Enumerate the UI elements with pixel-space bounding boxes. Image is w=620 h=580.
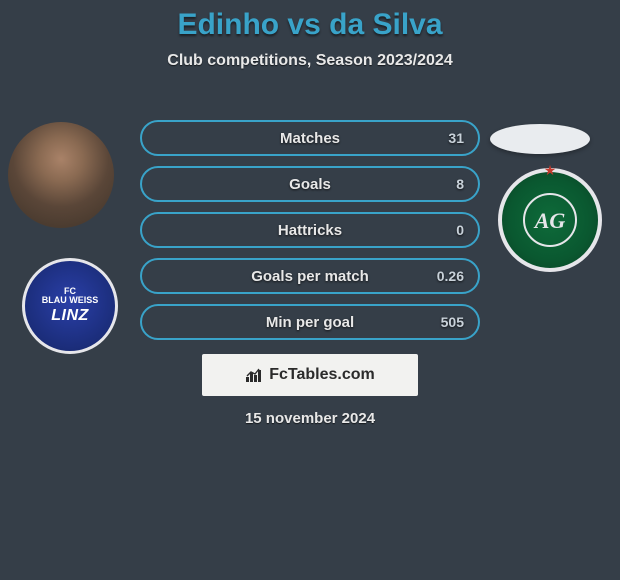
club-badge-left: FC BLAU WEISS LINZ xyxy=(22,258,118,354)
stat-label: Matches xyxy=(280,130,340,147)
stat-label: Goals xyxy=(289,176,331,193)
club-left-line3: LINZ xyxy=(51,307,89,325)
stat-label: Min per goal xyxy=(266,314,354,331)
fctables-attribution[interactable]: FcTables.com xyxy=(202,354,418,396)
player-avatar-left xyxy=(8,122,114,228)
update-date: 15 november 2024 xyxy=(0,410,620,427)
bar-chart-icon xyxy=(245,367,263,383)
svg-text:AG: AG xyxy=(533,208,566,233)
stat-label: Hattricks xyxy=(278,222,342,239)
stat-row-goals-per-match: Goals per match 0.26 xyxy=(140,258,480,294)
stat-value: 505 xyxy=(441,314,464,330)
stat-label: Goals per match xyxy=(251,268,369,285)
stat-value: 0.26 xyxy=(437,268,464,284)
club-left-line2: BLAU WEISS xyxy=(42,296,99,305)
stat-row-hattricks: Hattricks 0 xyxy=(140,212,480,248)
fctables-label: FcTables.com xyxy=(269,366,375,384)
stat-value: 8 xyxy=(456,176,464,192)
player-avatar-right-placeholder xyxy=(490,124,590,154)
stat-row-min-per-goal: Min per goal 505 xyxy=(140,304,480,340)
club-right-monogram: AG xyxy=(520,190,580,250)
stat-value: 0 xyxy=(456,222,464,238)
star-icon: ★ xyxy=(544,162,557,179)
stat-value: 31 xyxy=(448,130,464,146)
page-title: Edinho vs da Silva xyxy=(0,0,620,42)
subtitle: Club competitions, Season 2023/2024 xyxy=(0,52,620,70)
stat-row-goals: Goals 8 xyxy=(140,166,480,202)
stats-list: Matches 31 Goals 8 Hattricks 0 Goals per… xyxy=(140,120,480,350)
stat-row-matches: Matches 31 xyxy=(140,120,480,156)
club-badge-right: ★ AG xyxy=(498,168,602,272)
